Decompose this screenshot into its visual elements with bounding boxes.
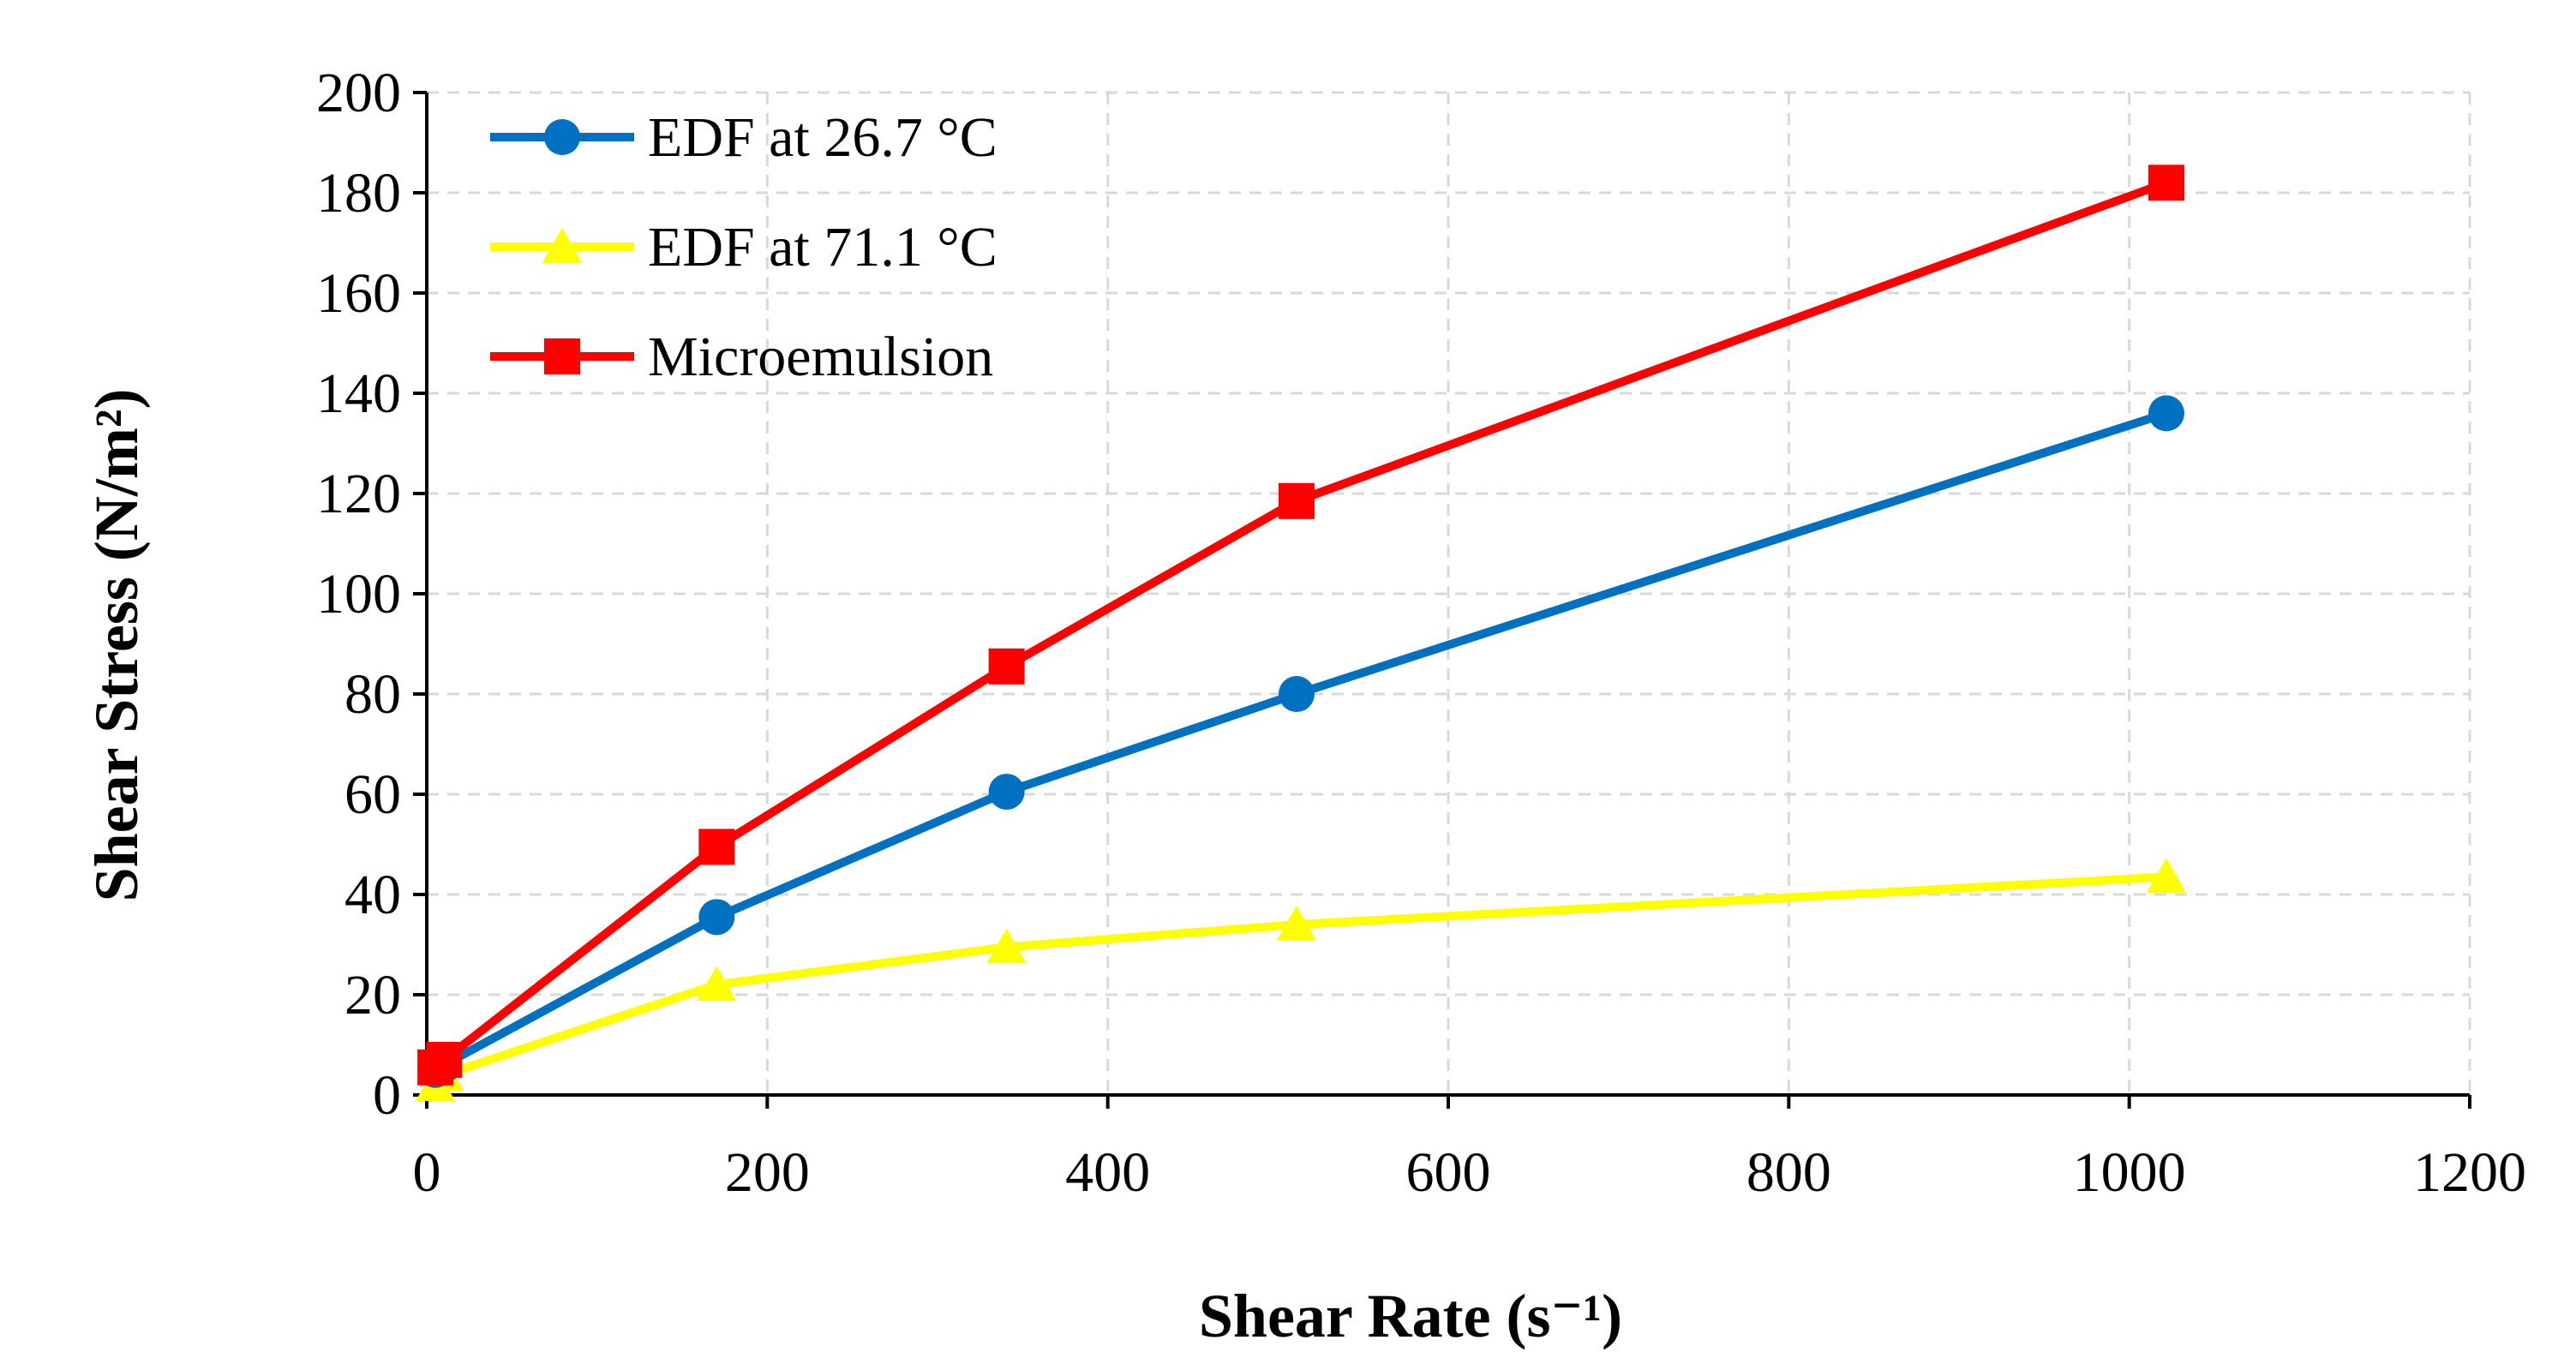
data-point-edf-at-71-1-c-4	[1276, 906, 1317, 941]
x-tick-label-800: 800	[1746, 1141, 1831, 1204]
data-point-microemulsion-5	[2148, 165, 2184, 201]
x-axis-title: Shear Rate (s⁻¹)	[1199, 1282, 1622, 1350]
gridlines	[427, 91, 2471, 1095]
data-point-edf-at-71-1-c-2	[697, 966, 737, 1001]
data-series	[416, 165, 2187, 1101]
data-point-microemulsion-1	[426, 1042, 463, 1079]
x-tick-label-400: 400	[1065, 1141, 1150, 1204]
data-point-microemulsion-2	[698, 829, 735, 865]
x-tick-label-1000: 1000	[2073, 1141, 2186, 1204]
y-tick-label-120: 120	[316, 463, 401, 525]
x-tick-label-0: 0	[413, 1141, 441, 1204]
legend-label-edf-at-26-7-c: EDF at 26.7 °C	[648, 106, 997, 169]
legend-marker-microemulsion	[544, 338, 580, 374]
data-point-edf-at-26-7-c-4	[1278, 676, 1315, 712]
tick-labels: 0 20 40 60 80 100 120 140 160 180 200 0 200 400 600 800…	[316, 62, 2526, 1204]
data-point-edf-at-71-1-c-5	[2146, 858, 2187, 894]
data-point-microemulsion-4	[1278, 482, 1315, 519]
y-tick-label-80: 80	[344, 663, 401, 726]
x-tick-label-1200: 1200	[2413, 1141, 2526, 1204]
y-tick-label-160: 160	[316, 262, 401, 325]
axes	[413, 91, 2471, 1109]
legend-marker-edf-at-26-7-c	[544, 119, 580, 155]
y-tick-label-140: 140	[316, 362, 401, 425]
y-axis-title: Shear Stress (N/m²)	[82, 389, 151, 902]
data-point-edf-at-26-7-c-3	[988, 774, 1025, 811]
x-tick-label-200: 200	[725, 1141, 810, 1204]
legend-label-microemulsion: Microemulsion	[648, 326, 993, 388]
y-tick-label-200: 200	[316, 62, 401, 124]
y-tick-label-180: 180	[316, 162, 401, 224]
y-tick-label-20: 20	[344, 964, 401, 1026]
y-tick-label-0: 0	[373, 1064, 401, 1127]
legend-item-edf-at-71-1-c: EDF at 71.1 °C	[490, 216, 997, 278]
data-point-edf-at-26-7-c-5	[2148, 395, 2184, 432]
y-tick-label-40: 40	[344, 864, 401, 926]
legend-item-microemulsion: Microemulsion	[490, 326, 993, 388]
y-tick-label-100: 100	[316, 563, 401, 625]
legend-item-edf-at-26-7-c: EDF at 26.7 °C	[490, 106, 997, 169]
data-point-edf-at-71-1-c-3	[986, 928, 1027, 964]
legend-marker-edf-at-71-1-c	[542, 228, 583, 263]
legend: EDF at 26.7 °C EDF at 71.1 °C Microemulsio…	[490, 106, 997, 388]
data-point-microemulsion-3	[988, 648, 1025, 685]
x-tick-label-600: 600	[1406, 1141, 1491, 1204]
legend-label-edf-at-71-1-c: EDF at 71.1 °C	[648, 216, 997, 278]
series-microemulsion	[417, 165, 2184, 1086]
data-point-edf-at-26-7-c-2	[698, 899, 735, 936]
y-tick-label-60: 60	[344, 763, 401, 826]
